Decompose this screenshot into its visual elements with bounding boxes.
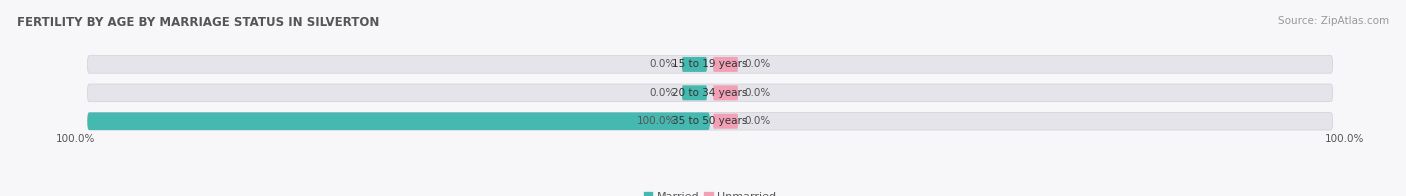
Text: 100.0%: 100.0%: [1324, 134, 1364, 144]
FancyBboxPatch shape: [682, 57, 707, 72]
Text: 100.0%: 100.0%: [637, 116, 676, 126]
FancyBboxPatch shape: [713, 57, 738, 72]
Text: 100.0%: 100.0%: [56, 134, 96, 144]
Legend: Married, Unmarried: Married, Unmarried: [640, 187, 780, 196]
Text: Source: ZipAtlas.com: Source: ZipAtlas.com: [1278, 16, 1389, 26]
Text: 35 to 50 years: 35 to 50 years: [672, 116, 748, 126]
Text: 15 to 19 years: 15 to 19 years: [672, 59, 748, 69]
Text: 0.0%: 0.0%: [744, 116, 770, 126]
Text: 0.0%: 0.0%: [650, 59, 676, 69]
FancyBboxPatch shape: [682, 114, 707, 129]
FancyBboxPatch shape: [87, 56, 1333, 73]
Text: 0.0%: 0.0%: [744, 88, 770, 98]
Text: 0.0%: 0.0%: [744, 59, 770, 69]
FancyBboxPatch shape: [713, 114, 738, 129]
FancyBboxPatch shape: [713, 85, 738, 100]
FancyBboxPatch shape: [87, 113, 1333, 130]
Text: FERTILITY BY AGE BY MARRIAGE STATUS IN SILVERTON: FERTILITY BY AGE BY MARRIAGE STATUS IN S…: [17, 16, 380, 29]
FancyBboxPatch shape: [87, 113, 710, 130]
FancyBboxPatch shape: [682, 85, 707, 100]
Text: 0.0%: 0.0%: [650, 88, 676, 98]
FancyBboxPatch shape: [87, 84, 1333, 102]
Text: 20 to 34 years: 20 to 34 years: [672, 88, 748, 98]
